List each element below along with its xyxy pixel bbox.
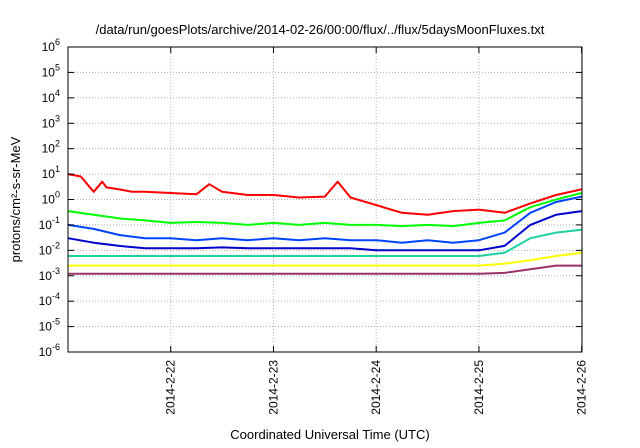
grid: [68, 47, 583, 352]
chart-title: /data/run/goesPlots/archive/2014-02-26/0…: [95, 22, 545, 37]
x-axis-label: Coordinated Universal Time (UTC): [230, 427, 430, 442]
series-line-1: [67, 173, 582, 216]
x-tick-label: 2014-2-22: [164, 360, 178, 415]
series-line-5: [68, 228, 582, 257]
series-line-6: [68, 251, 582, 267]
x-tick-label: 2014-2-25: [472, 360, 486, 415]
y-tick-label: 105: [42, 62, 60, 79]
y-tick-label: 103: [42, 113, 60, 130]
series-group: [67, 173, 582, 275]
series-line-4: [67, 210, 582, 252]
y-tick-label: 101: [42, 164, 60, 181]
series-line-2: [67, 192, 582, 228]
x-tick-label: 2014-2-24: [369, 360, 383, 415]
series-line-3: [67, 195, 582, 244]
y-tick-label: 102: [42, 139, 60, 156]
x-tick-label: 2014-2-26: [575, 360, 589, 415]
y-tick-label: 10-4: [39, 291, 60, 308]
plot-frame: [67, 46, 583, 353]
x-tick-label: 2014-2-23: [266, 360, 280, 415]
y-tick-label: 106: [42, 37, 60, 54]
series-line-7: [68, 264, 582, 275]
y-axis-label: protons/cm²-s-sr-MeV: [8, 136, 23, 262]
x-axis: 2014-2-22 2014-2-23 2014-2-24 2014-2-25 2014…: [164, 47, 589, 415]
y-tick-label: 10-1: [39, 215, 60, 232]
y-tick-label: 100: [42, 190, 60, 207]
y-tick-label: 10-2: [39, 240, 60, 257]
y-tick-label: 10-6: [39, 342, 60, 359]
y-tick-label: 10-3: [39, 266, 60, 283]
y-tick-label: 10-5: [39, 317, 60, 334]
y-tick-label: 104: [42, 88, 60, 105]
